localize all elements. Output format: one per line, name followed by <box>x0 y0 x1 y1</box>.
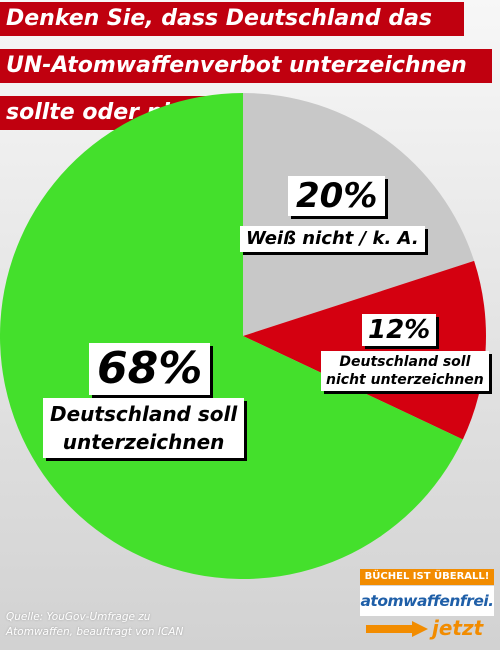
logo-jetzt: jetzt <box>432 616 484 640</box>
slice-label-yes-text: Deutschland soll unterzeichnen <box>43 398 245 458</box>
source-line2: Atomwaffen, beauftragt von ICAN <box>6 626 184 638</box>
slice-label-unsure-text: Weiß nicht / k. A. <box>240 226 425 252</box>
logo-top-banner: BÜCHEL IST ÜBERALL! <box>360 569 494 585</box>
slice-label-unsure-percent: 20% <box>288 176 386 216</box>
pie-slice-not-sign <box>243 260 486 440</box>
slice-label-no-text: Deutschland soll nicht unterzeichnen <box>321 351 489 391</box>
source-line1: Quelle: YouGov-Umfrage zu <box>6 611 151 623</box>
source-note: Quelle: YouGov-Umfrage zu Atomwaffen, be… <box>6 610 226 640</box>
campaign-logo: BÜCHEL IST ÜBERALL! atomwaffenfrei. jetz… <box>360 569 494 641</box>
title-line-1: Denken Sie, dass Deutschland das <box>0 2 464 36</box>
slice-label-no-text-line2: nicht unterzeichnen <box>326 372 484 388</box>
slice-label-yes-percent: 68% <box>89 343 211 395</box>
slice-label-yes-text-line1: Deutschland soll <box>50 402 238 426</box>
slice-label-yes-text-line2: unterzeichnen <box>62 430 225 454</box>
logo-wordmark: atomwaffenfrei. <box>360 586 494 616</box>
slice-label-no-percent: 12% <box>362 314 437 346</box>
slice-label-no-text-line1: Deutschland soll <box>339 354 471 370</box>
title-line-2: UN-Atomwaffenverbot unterzeichnen <box>0 49 492 83</box>
arrow-right-icon <box>366 621 428 637</box>
